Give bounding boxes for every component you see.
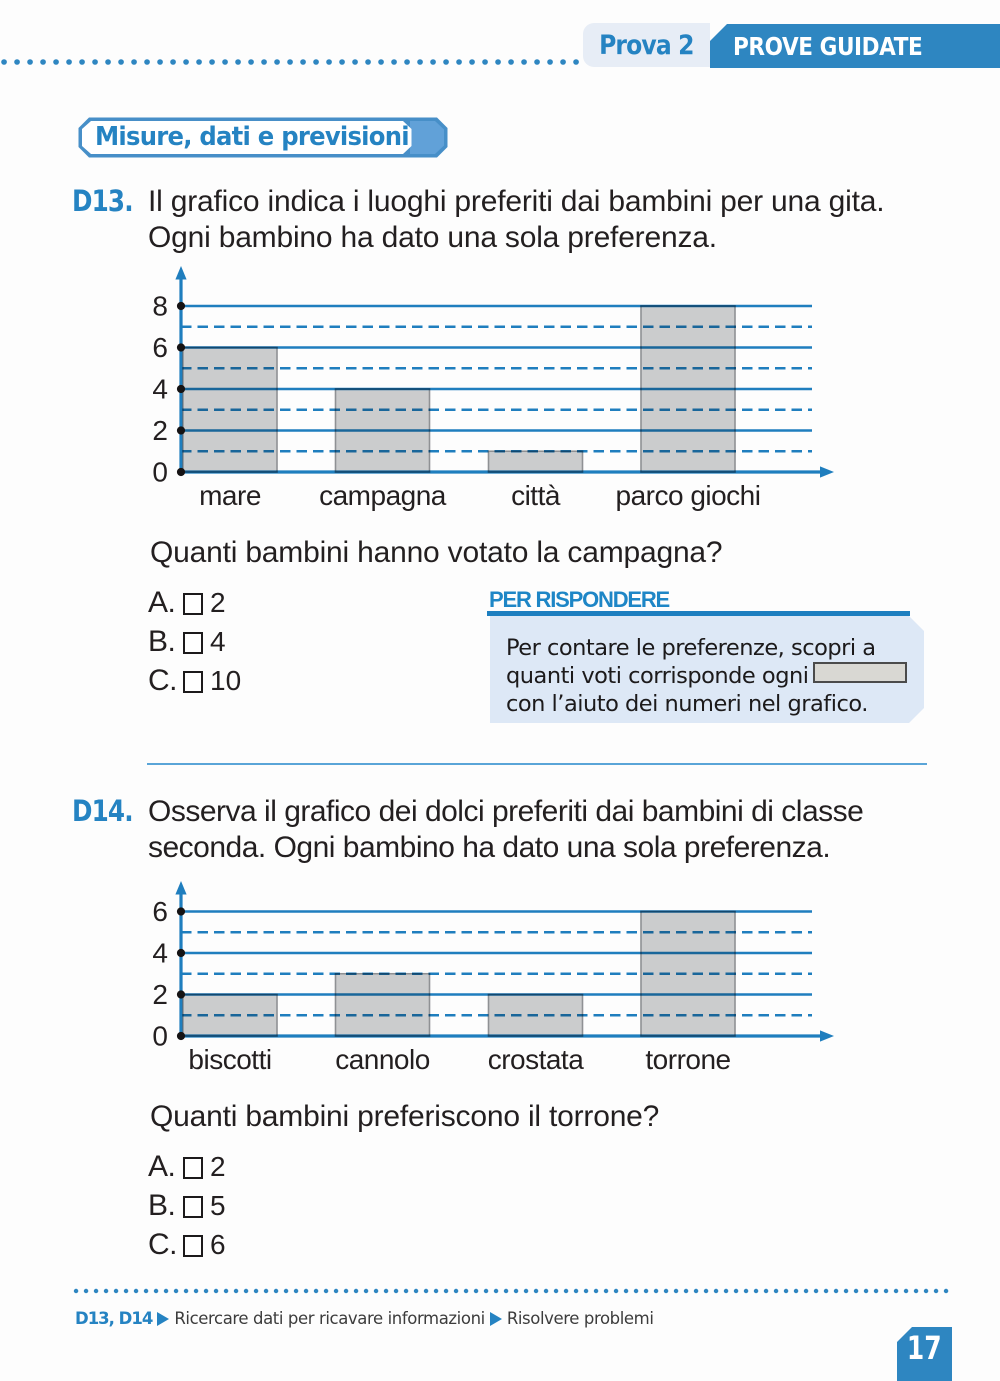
option-checkbox[interactable] xyxy=(183,1195,203,1218)
svg-text:2: 2 xyxy=(152,979,168,1010)
svg-text:6: 6 xyxy=(152,896,168,927)
option-row-a: A. 2 xyxy=(148,1149,226,1183)
svg-text:biscotti: biscotti xyxy=(188,1044,271,1075)
option-row-a: A. 2 xyxy=(148,585,241,619)
option-checkbox[interactable] xyxy=(183,631,203,654)
footer-skills-line: D13, D14 Ricercare dati per ricavare inf… xyxy=(75,1309,654,1328)
top-dotted-rule xyxy=(1,59,582,65)
svg-text:6: 6 xyxy=(152,332,168,363)
option-letter: C. xyxy=(148,663,178,697)
option-row-b: B. 4 xyxy=(148,624,241,658)
helper-box-underline xyxy=(487,611,910,616)
svg-text:2: 2 xyxy=(152,415,168,446)
helper-line1: Per contare le preferenze, scopri a xyxy=(506,635,876,661)
svg-text:4: 4 xyxy=(152,374,168,405)
banner-label: PROVE GUIDATE xyxy=(733,31,923,61)
exercise-d13-text-line1: Il grafico indica i luoghi preferiti dai… xyxy=(148,185,885,218)
exercise-d13-label: D13. xyxy=(72,184,134,218)
helper-line2: quanti voti corrisponde ogni xyxy=(506,662,924,690)
option-value: 5 xyxy=(210,1189,226,1221)
section-badge-label: Misure, dati e previsioni xyxy=(95,122,410,152)
prova-chip: Prova 2 xyxy=(583,23,710,67)
options-d14: A. 2 B. 5 C. 6 xyxy=(148,1149,226,1269)
question-d13: Quanti bambini hanno votato la campagna? xyxy=(150,536,723,569)
svg-text:8: 8 xyxy=(152,291,168,322)
exercise-separator xyxy=(147,763,927,765)
svg-text:0: 0 xyxy=(152,1021,168,1052)
exercise-d13-text-line2: Ogni bambino ha dato una sola preferenza… xyxy=(148,221,717,254)
exercise-d14-label: D14. xyxy=(72,794,134,828)
option-row-c: C. 6 xyxy=(148,1227,226,1261)
option-value: 6 xyxy=(210,1228,226,1260)
option-checkbox[interactable] xyxy=(183,1156,203,1179)
question-d14: Quanti bambini preferiscono il torrone? xyxy=(150,1100,660,1133)
helper-blank-box[interactable] xyxy=(813,662,908,683)
svg-text:crostata: crostata xyxy=(488,1044,585,1075)
page-number-badge: 17 xyxy=(897,1327,952,1381)
option-letter: A. xyxy=(148,585,176,619)
exercise-d14-text: Osserva il grafico dei dolci preferiti d… xyxy=(148,794,968,866)
svg-text:campagna: campagna xyxy=(319,480,447,511)
footer-skill-2: Risolvere problemi xyxy=(506,1309,654,1328)
footer-skill-1: Ricercare dati per ricavare informazioni xyxy=(174,1309,485,1328)
footer-exercise-ids: D13, D14 xyxy=(75,1309,153,1328)
option-checkbox[interactable] xyxy=(183,1234,203,1257)
page-number-label: 17 xyxy=(907,1329,942,1367)
helper-line3: con l’aiuto dei numeri nel grafico. xyxy=(506,691,868,717)
option-value: 4 xyxy=(210,625,226,657)
exercise-d14-text-line2: seconda. Ogni bambino ha dato una sola p… xyxy=(148,831,831,864)
exercise-d14-text-line1: Osserva il grafico dei dolci preferiti d… xyxy=(148,795,864,828)
option-letter: C. xyxy=(148,1227,178,1261)
option-row-b: B. 5 xyxy=(148,1188,226,1222)
option-value: 10 xyxy=(210,664,242,696)
option-checkbox[interactable] xyxy=(183,592,203,615)
helper-box-title: PER RISPONDERE xyxy=(489,587,670,612)
svg-text:mare: mare xyxy=(199,480,261,511)
helper-box-panel: Per contare le preferenze, scopri a quan… xyxy=(490,616,924,723)
prova-label: Prova 2 xyxy=(599,29,694,61)
options-d13: A. 2 B. 4 C. 10 xyxy=(148,585,242,705)
svg-text:4: 4 xyxy=(152,938,168,969)
option-letter: B. xyxy=(148,624,176,658)
chart-d13-bar-chart: 0 2 4 6 8 mare campagna città parco giochi xyxy=(152,266,834,511)
svg-text:torrone: torrone xyxy=(645,1044,730,1075)
option-letter: B. xyxy=(148,1188,176,1222)
section-badge-shape xyxy=(78,117,448,158)
option-value: 2 xyxy=(210,1150,226,1182)
svg-text:parco giochi: parco giochi xyxy=(616,480,761,511)
svg-text:città: città xyxy=(511,480,561,511)
option-value: 2 xyxy=(210,586,226,618)
svg-text:cannolo: cannolo xyxy=(335,1044,430,1075)
triangle-bullet-icon xyxy=(157,1311,170,1326)
chart-d14-bar-chart: 0 2 4 6 biscotti cannolo crostata torrone xyxy=(152,881,834,1075)
header-banner: PROVE GUIDATE xyxy=(710,24,1000,68)
option-checkbox[interactable] xyxy=(183,670,203,693)
option-row-c: C. 10 xyxy=(148,663,242,697)
option-letter: A. xyxy=(148,1149,176,1183)
exercise-d13-text: Il grafico indica i luoghi preferiti dai… xyxy=(148,184,968,256)
svg-text:0: 0 xyxy=(152,457,168,488)
bottom-dotted-rule xyxy=(73,1288,953,1294)
triangle-bullet-icon xyxy=(489,1311,502,1326)
